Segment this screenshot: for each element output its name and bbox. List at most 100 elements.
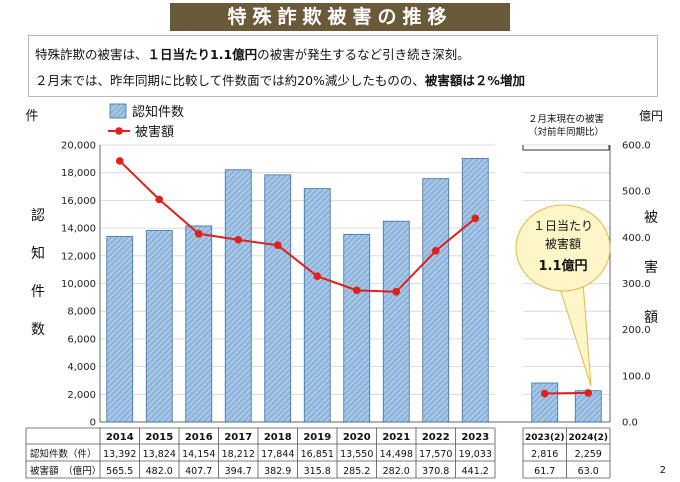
summary-line-1-bold: １日当たり1.1億円 bbox=[147, 47, 258, 62]
table-header-cell: 2020 bbox=[343, 432, 371, 443]
callout-bubble bbox=[515, 204, 611, 292]
damage-point-2014 bbox=[115, 157, 124, 165]
table-row2-cell: 282.0 bbox=[383, 466, 410, 477]
left-tick-label: 20,000 bbox=[61, 141, 96, 152]
summary-line-1-suffix: の被害が発生するなど引き続き深刻。 bbox=[257, 47, 470, 62]
bar-2016 bbox=[185, 225, 213, 423]
side-damage-line bbox=[544, 391, 589, 395]
table-row2-cell: 370.8 bbox=[422, 466, 449, 477]
table-side-row2-cell: 63.0 bbox=[578, 466, 599, 477]
bar-2018 bbox=[264, 174, 292, 423]
side-caption-line-2: （対前年同期比） bbox=[528, 126, 604, 138]
side-caption-line-1: ２月末現在の被害 bbox=[528, 113, 604, 125]
table-row1-cell: 18,212 bbox=[222, 449, 255, 460]
damage-line bbox=[119, 160, 476, 293]
right-tick-label: 300.0 bbox=[622, 279, 651, 290]
legend-line-label: 被害額 bbox=[135, 124, 174, 140]
legend-line-marker bbox=[115, 127, 123, 135]
legend-bar-label: 認知件数 bbox=[132, 104, 184, 120]
left-tick-label: 4,000 bbox=[67, 362, 96, 373]
table-row2-cell: 394.7 bbox=[225, 466, 252, 477]
table-header-cell: 2014 bbox=[106, 432, 134, 443]
damage-point-2021 bbox=[392, 288, 401, 296]
damage-point-2023 bbox=[471, 214, 480, 223]
right-axis-label-char: 害 bbox=[644, 260, 658, 276]
table-header-cell: 2021 bbox=[382, 432, 410, 443]
damage-point-2016 bbox=[194, 229, 203, 238]
table-side-row1-cell: 2,816 bbox=[531, 449, 558, 460]
table-row2-cell: 407.7 bbox=[185, 466, 212, 477]
table-row1-cell: 13,824 bbox=[143, 449, 176, 460]
table-row1-cell: 17,570 bbox=[419, 449, 452, 460]
right-axis-label-char: 被 bbox=[644, 210, 658, 226]
legend-box bbox=[103, 99, 245, 145]
callout-line-1: １日当たり bbox=[533, 219, 593, 233]
bar-2019 bbox=[303, 188, 331, 423]
damage-point-2022 bbox=[431, 247, 440, 255]
summary-box: 特殊詐欺の被害は、１日当たり1.1億円の被害が発生するなど引き続き深刻。 ２月末… bbox=[28, 35, 658, 97]
bar-2020 bbox=[343, 233, 371, 423]
right-axis-unit: 億円 bbox=[639, 109, 663, 123]
left-tick-label: 6,000 bbox=[67, 334, 96, 345]
left-axis-label-char: 数 bbox=[31, 322, 45, 338]
side-caption-bracket bbox=[522, 145, 610, 151]
table-side-header-cell: 2023(2) bbox=[525, 433, 565, 443]
left-tick-label: 10,000 bbox=[61, 279, 96, 290]
left-tick-label: 12,000 bbox=[61, 251, 96, 262]
left-tick-label: 2,000 bbox=[67, 390, 96, 401]
summary-line-2-bold: 被害額は２%増加 bbox=[424, 73, 525, 88]
damage-point-2018 bbox=[273, 241, 282, 250]
summary-line-2: ２月末では、昨年同期に比較して件数面では約20%減少したものの、被害額は２%増加 bbox=[35, 70, 525, 89]
table-row2-cell: 382.9 bbox=[264, 466, 291, 477]
side-damage-point-2023(2) bbox=[540, 389, 549, 398]
table-header-cell: 2018 bbox=[264, 432, 292, 443]
callout-line-3: 1.1億円 bbox=[538, 258, 587, 274]
table-side-row1-cell: 2,259 bbox=[575, 449, 602, 460]
bar-2022 bbox=[422, 178, 450, 423]
table-header-cell: 2022 bbox=[422, 432, 450, 443]
left-tick-label: 16,000 bbox=[61, 196, 96, 207]
table-header-cell: 2019 bbox=[303, 432, 331, 443]
table-row2-label: 被害額 （億円） bbox=[30, 465, 101, 477]
summary-line-1: 特殊詐欺の被害は、１日当たり1.1億円の被害が発生するなど引き続き深刻。 bbox=[35, 44, 470, 63]
table-row1-cell: 14,498 bbox=[380, 449, 413, 460]
table-row1-label: 認知件数（件） bbox=[30, 448, 97, 460]
bar-2014 bbox=[106, 236, 134, 423]
right-tick-label: 500.0 bbox=[622, 187, 651, 198]
bar-2023 bbox=[461, 157, 489, 423]
left-axis-label-char: 認 bbox=[31, 208, 45, 224]
table-row1-cell: 17,844 bbox=[261, 449, 294, 460]
legend-bar-swatch bbox=[109, 103, 127, 119]
left-axis-label-char: 件 bbox=[31, 284, 45, 300]
table-row2-cell: 441.2 bbox=[462, 466, 489, 477]
table-row1-cell: 13,392 bbox=[103, 449, 136, 460]
damage-point-2020 bbox=[352, 286, 361, 295]
table-row1-cell: 14,154 bbox=[182, 449, 215, 460]
side-damage-point-2024(2) bbox=[584, 389, 593, 397]
left-tick-label: 14,000 bbox=[61, 224, 96, 235]
right-tick-label: 100.0 bbox=[622, 371, 651, 382]
bar-2015 bbox=[145, 230, 173, 423]
table-row2-cell: 285.2 bbox=[343, 466, 370, 477]
table-row1-cell: 19,033 bbox=[459, 449, 492, 460]
table-header-cell: 2023 bbox=[461, 432, 489, 443]
side-bar-2023(2) bbox=[531, 382, 559, 423]
summary-line-1-prefix: 特殊詐欺の被害は、 bbox=[35, 47, 148, 62]
left-tick-label: 18,000 bbox=[61, 168, 96, 179]
summary-line-2-prefix: ２月末では、昨年同期に比較して件数面では約20%減少したものの、 bbox=[35, 73, 425, 88]
bar-2021 bbox=[382, 220, 410, 423]
table-row2-cell: 315.8 bbox=[304, 466, 331, 477]
damage-point-2019 bbox=[313, 272, 322, 281]
left-tick-label: 8,000 bbox=[67, 307, 96, 318]
table-row1-cell: 13,550 bbox=[340, 449, 373, 460]
right-tick-label: 200.0 bbox=[622, 325, 651, 336]
table-row2-cell: 482.0 bbox=[146, 466, 173, 477]
damage-point-2015 bbox=[155, 195, 164, 204]
table-header-cell: 2016 bbox=[185, 432, 213, 443]
table-side-row2-cell: 61.7 bbox=[534, 466, 555, 477]
right-axis-label-char: 額 bbox=[644, 310, 658, 326]
left-axis-label-char: 知 bbox=[31, 245, 45, 262]
table-row1-cell: 16,851 bbox=[301, 449, 334, 460]
left-axis-unit: 件 bbox=[25, 109, 38, 124]
